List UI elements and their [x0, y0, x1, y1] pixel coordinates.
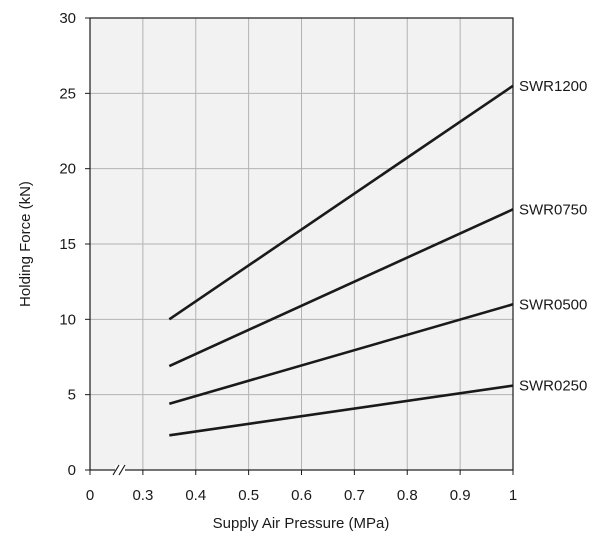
data-series [168, 84, 514, 437]
y-tick-label: 20 [59, 161, 76, 178]
y-tick-label: 5 [68, 387, 76, 404]
x-tick-label: 0 [86, 487, 94, 504]
series-label-swr0750: SWR0750 [519, 201, 587, 218]
series-label-swr0500: SWR0500 [519, 296, 587, 313]
series-line-swr0500 [168, 303, 514, 405]
x-tick-label: 0.7 [344, 487, 365, 504]
series-line-swr0750 [168, 208, 514, 368]
x-tick-label: 1 [509, 487, 517, 504]
x-tick-label: 0.8 [397, 487, 418, 504]
y-tick-label: 30 [59, 10, 76, 27]
y-tick-label: 15 [59, 236, 76, 253]
axis-break-slash [112, 464, 120, 476]
y-tick-label: 25 [59, 85, 76, 102]
y-axis-tick-labels: 0 5 10 15 20 25 30 [59, 10, 90, 479]
x-tick-label: 0.4 [185, 487, 206, 504]
y-tick-label: 0 [68, 462, 76, 479]
x-axis-tick-labels: 0 0.3 0.4 0.5 0.6 0.7 0.8 0.9 1 [86, 470, 517, 504]
series-labels: SWR1200 SWR0750 SWR0500 SWR0250 [519, 78, 587, 395]
y-tick-label: 10 [59, 311, 76, 328]
grid-lines [90, 18, 513, 470]
x-tick-label: 0.6 [291, 487, 312, 504]
x-tick-label: 0.5 [238, 487, 259, 504]
axis-break-slash [118, 464, 126, 476]
x-tick-label: 0.3 [132, 487, 153, 504]
series-label-swr1200: SWR1200 [519, 78, 587, 95]
x-tick-label: 0.9 [450, 487, 471, 504]
plot-frame [89, 17, 514, 471]
series-line-swr1200 [168, 84, 514, 321]
series-line-swr0250 [169, 384, 514, 437]
x-axis-break-mark [112, 464, 126, 476]
y-axis-title: Holding Force (kN) [17, 181, 34, 307]
axis-break-gap [115, 465, 125, 475]
x-axis-title: Supply Air Pressure (MPa) [213, 515, 390, 532]
series-label-swr0250: SWR0250 [519, 378, 587, 395]
